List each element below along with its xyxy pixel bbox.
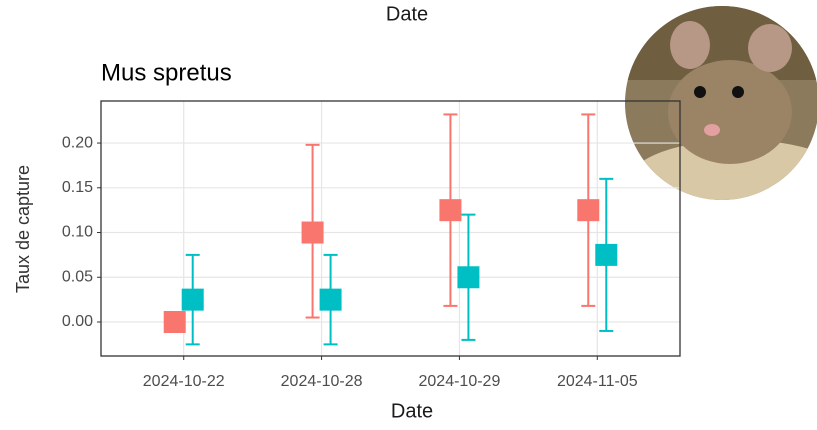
plot-area: 0.00 0.05 0.10 0.15 0.20 2024-10-22 2024-10-28… (62, 100, 681, 390)
y-tick-label: 0.05 (62, 268, 93, 285)
point (595, 243, 618, 266)
y-tick-label: 0.00 (62, 313, 93, 330)
x-axis-label: Date (391, 400, 433, 422)
x-tick-label: 2024-10-28 (281, 373, 363, 390)
point (181, 288, 204, 311)
point (163, 311, 186, 333)
y-tick-label: 0.10 (62, 224, 93, 241)
header-text: Date (386, 3, 428, 25)
mouse-photo (625, 6, 817, 200)
y-tick-label: 0.20 (62, 134, 93, 151)
chart-title: Mus spretus (101, 59, 232, 86)
point (319, 288, 342, 311)
y-tick-label: 0.15 (62, 179, 93, 196)
point (577, 199, 600, 222)
point (439, 199, 462, 222)
x-tick-label: 2024-10-29 (419, 373, 501, 390)
y-axis-label: Taux de capture (13, 165, 33, 293)
x-tick-label: 2024-10-22 (143, 373, 225, 390)
point (301, 221, 324, 244)
x-tick-label: 2024-11-05 (557, 373, 638, 390)
panel-border (100, 100, 681, 357)
point (457, 266, 480, 289)
